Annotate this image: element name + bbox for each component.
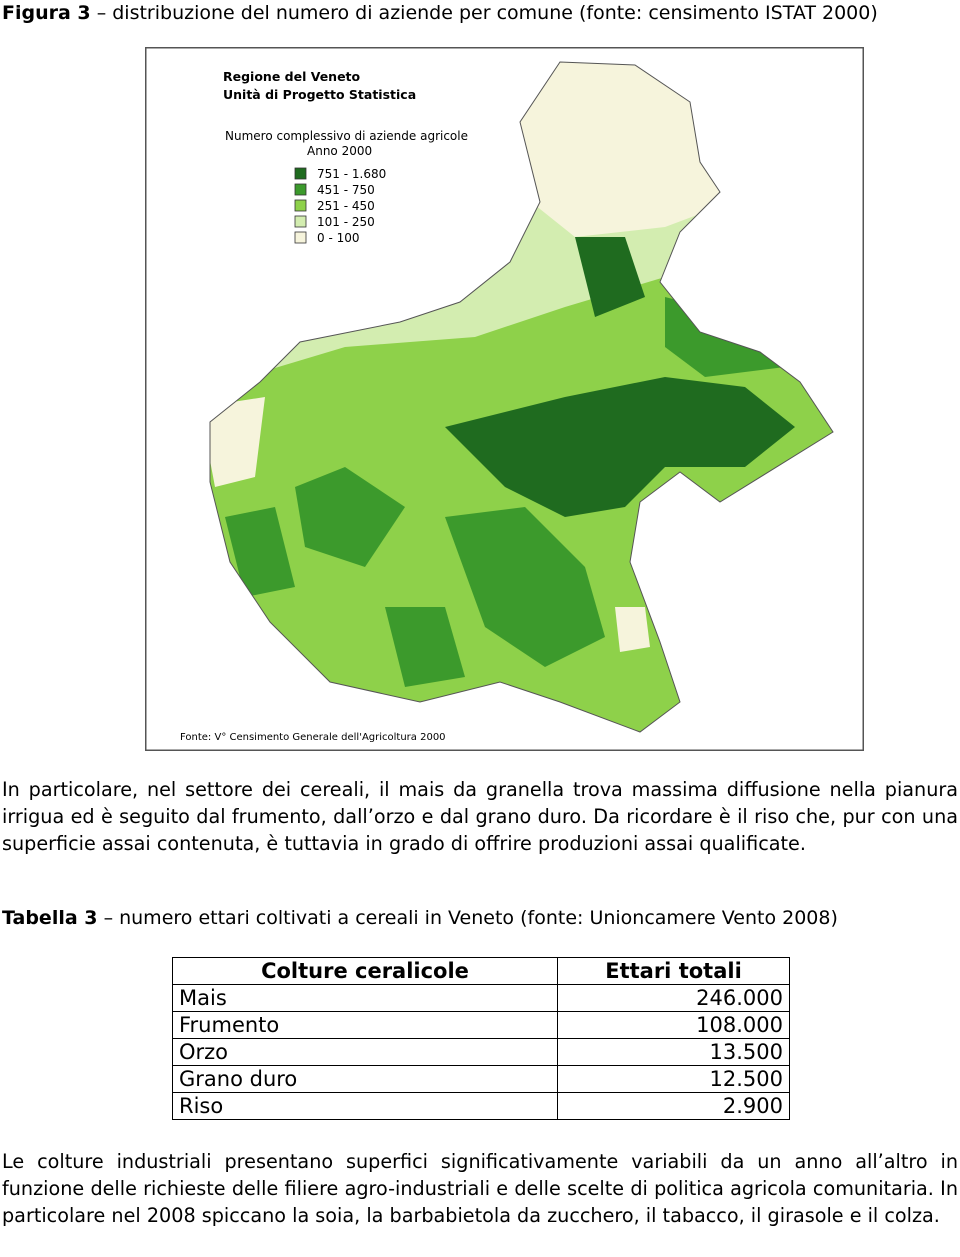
legend-swatch (294, 215, 307, 228)
table-header: Colture ceralicole Ettari totali (172, 957, 790, 985)
header-cell: Colture ceralicole (172, 957, 558, 985)
region-outline (209, 61, 834, 733)
table-caption: Tabella 3 – numero ettari coltivati a ce… (2, 907, 838, 929)
legend-label: 451 - 750 (317, 183, 375, 197)
legend-label: 101 - 250 (317, 215, 375, 229)
cell: Frumento (172, 1011, 558, 1039)
table: Colture ceralicole Ettari totali Mais 246… (172, 957, 790, 1120)
figure-label: Figura 3 (2, 2, 91, 24)
table-row: Frumento 108.000 (172, 1011, 790, 1039)
paragraph: In particolare, nel settore dei cereali,… (2, 778, 958, 855)
cell: 12.500 (557, 1065, 790, 1093)
legend-label: 751 - 1.680 (317, 167, 386, 181)
map-source: Fonte: V° Censimento Generale dell'Agric… (180, 732, 446, 743)
legend-label: 0 - 100 (317, 231, 360, 245)
table-row: Orzo 13.500 (172, 1038, 790, 1066)
table-row: Grano duro 12.500 (172, 1065, 790, 1093)
map: Regione del Veneto Unità di Progetto Sta… (145, 47, 864, 751)
legend-swatch (294, 231, 307, 244)
map-subtitle-line: Anno 2000 (307, 144, 372, 158)
table-label: Tabella 3 (2, 907, 98, 929)
cell: Grano duro (172, 1065, 558, 1093)
cell: 2.900 (557, 1092, 790, 1120)
legend-swatch (294, 183, 307, 196)
figure-caption-text: – distribuzione del numero di aziende pe… (96, 2, 878, 24)
table-caption-text: – numero ettari coltivati a cereali in V… (103, 907, 838, 929)
map-subtitle: Numero complessivo di aziende agricole A… (225, 129, 468, 158)
cell: 108.000 (557, 1011, 790, 1039)
paragraph: Le colture industriali presentano superf… (2, 1150, 958, 1227)
table-row: Riso 2.900 (172, 1092, 790, 1120)
cell: Riso (172, 1092, 558, 1120)
figure-caption: Figura 3 – distribuzione del numero di a… (2, 2, 878, 24)
map-title-line: Unità di Progetto Statistica (223, 87, 416, 102)
cell: 246.000 (557, 984, 790, 1012)
table-row: Mais 246.000 (172, 984, 790, 1012)
cell: 13.500 (557, 1038, 790, 1066)
map-title-line: Regione del Veneto (223, 69, 361, 84)
cell: Orzo (172, 1038, 558, 1066)
legend-swatch (294, 199, 307, 212)
legend-swatch (294, 167, 307, 180)
map-subtitle-line: Numero complessivo di aziende agricole (225, 129, 468, 143)
header-cell: Ettari totali (557, 957, 790, 985)
legend-label: 251 - 450 (317, 199, 375, 213)
map-title: Regione del Veneto Unità di Progetto Sta… (223, 69, 416, 102)
legend: 751 - 1.680 451 - 750 251 - 450 101 - 250 0 … (294, 167, 386, 245)
cell: Mais (172, 984, 558, 1012)
